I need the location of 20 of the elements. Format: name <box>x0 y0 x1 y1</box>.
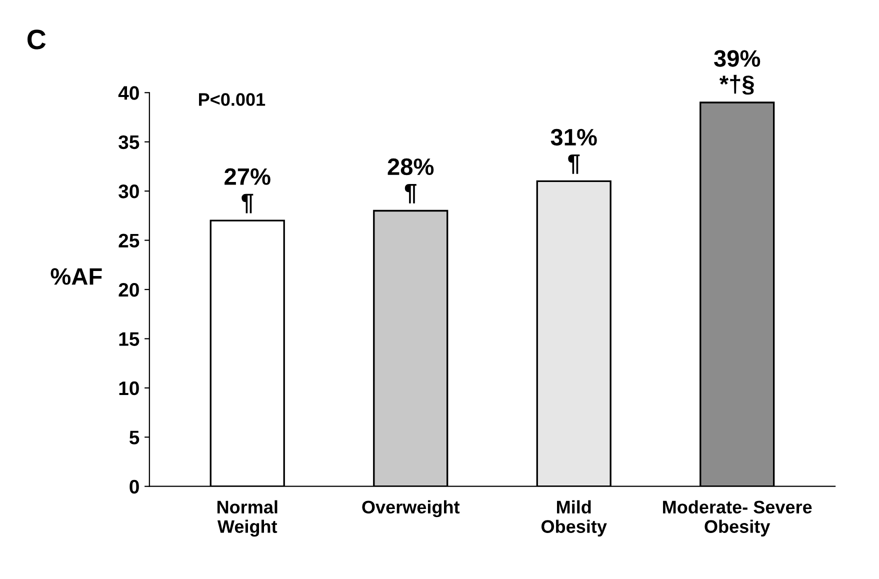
y-tick-label: 25 <box>118 234 140 248</box>
x-tick-label: Overweight <box>362 500 460 518</box>
data-label: 31% ¶ <box>550 128 597 174</box>
x-tick-label: Moderate- Severe Obesity <box>663 500 812 537</box>
annotation: P<0.001 <box>199 93 266 106</box>
y-tick-label: 40 <box>118 86 139 100</box>
chart-title: C <box>28 30 46 50</box>
x-tick-label: Mild Obesity <box>541 500 607 537</box>
y-axis-title: %AF <box>50 268 102 285</box>
data-label: 27% ¶ <box>224 168 270 214</box>
y-tick-label: 30 <box>118 184 139 198</box>
y-tick-label: 20 <box>118 282 139 297</box>
y-tick-label: 5 <box>129 430 140 444</box>
y-tick-label: 0 <box>130 480 139 494</box>
y-tick-label: 35 <box>118 135 140 150</box>
y-tick-label: 10 <box>119 381 139 396</box>
data-label: 28% ¶ <box>388 158 434 204</box>
x-tick-label: Normal Weight <box>217 500 278 537</box>
data-label: 39% *†§ <box>714 50 760 95</box>
y-tick-label: 15 <box>119 332 140 346</box>
